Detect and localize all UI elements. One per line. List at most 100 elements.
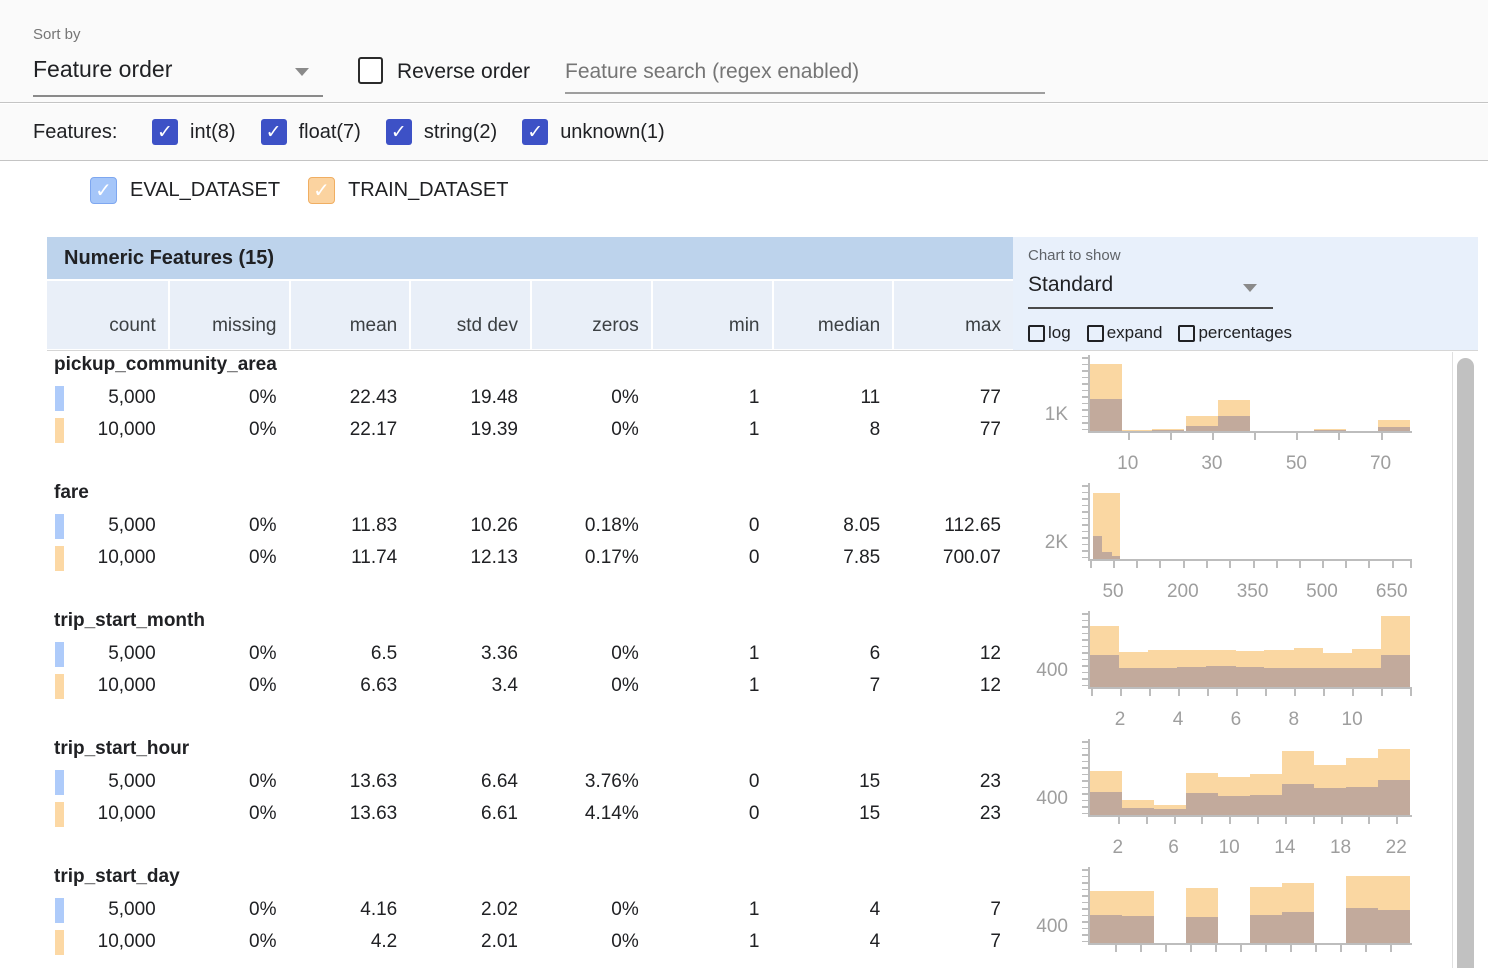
histogram-bar-overlap: [1282, 784, 1314, 815]
chart-option: log: [1028, 323, 1071, 343]
chart-option-checkbox-expand[interactable]: [1087, 325, 1104, 342]
stat-cell: 10,000: [47, 414, 156, 446]
stat-cell: 5,000: [47, 638, 156, 670]
vertical-scrollbar-track[interactable]: [1452, 352, 1478, 968]
histogram-x-tick: [1229, 817, 1231, 824]
histogram-bar-overlap: [1346, 908, 1378, 943]
stat-cell: 77: [892, 382, 1001, 414]
histogram-x-tick-label: 50: [1271, 453, 1321, 475]
stat-cell: 12: [892, 638, 1001, 670]
feature-stats-row: 5,0000%11.8310.260.18%08.05112.65: [47, 510, 1013, 542]
column-header-std-dev: std dev: [409, 281, 530, 349]
histogram-y-tick: [1082, 383, 1088, 385]
histogram-x-tick: [1159, 561, 1161, 568]
stat-cell: 15: [772, 798, 881, 830]
histogram-x-tick-label: 30: [1187, 453, 1237, 475]
feature-name: trip_start_day: [54, 866, 180, 888]
stats-column-headers: countmissingmeanstd devzerosminmedianmax: [47, 281, 1013, 349]
stat-cell: 1: [651, 670, 760, 702]
feature-name: trip_start_hour: [54, 738, 189, 760]
stat-cell: 4.2: [289, 926, 398, 958]
stat-cell: 0%: [530, 638, 639, 670]
stat-cell: 1: [651, 414, 760, 446]
histogram-bar-overlap: [1206, 666, 1235, 687]
histogram-y-tick: [1082, 613, 1088, 615]
histogram-y-tick: [1082, 685, 1088, 687]
stat-cell: 7: [892, 926, 1001, 958]
histogram-y-tick: [1082, 492, 1088, 494]
histogram-x-tick: [1285, 817, 1287, 824]
histogram-x-tick: [1313, 817, 1315, 824]
histogram-y-tick: [1082, 876, 1088, 878]
histogram-bar-overlap: [1186, 793, 1218, 815]
histogram-y-tick: [1082, 531, 1088, 533]
chart-option: percentages: [1178, 323, 1292, 343]
column-header-zeros: zeros: [530, 281, 651, 349]
histogram-y-tick: [1082, 550, 1088, 552]
stat-cell: 0: [651, 542, 760, 574]
histogram-x-tick: [1206, 561, 1208, 568]
histogram-bar-overlap: [1282, 912, 1314, 943]
histogram-y-tick: [1082, 934, 1088, 936]
histogram-x-tick: [1396, 817, 1398, 824]
chart-type-dropdown[interactable]: Standard: [1028, 273, 1273, 303]
histogram-y-tick: [1082, 889, 1088, 891]
histogram-y-label: 400: [1008, 660, 1068, 682]
histogram-y-tick: [1082, 882, 1088, 884]
stat-cell: 1: [651, 382, 760, 414]
chart-option: expand: [1087, 323, 1163, 343]
histogram-bar-overlap: [1090, 915, 1122, 943]
histogram-y-tick: [1082, 678, 1088, 680]
histogram-y-tick: [1082, 767, 1088, 769]
feature-stats-row: 5,0000%22.4319.480%11177: [47, 382, 1013, 414]
stat-cell: 10,000: [47, 798, 156, 830]
histogram-y-label: 1K: [1008, 404, 1068, 426]
stat-cell: 22.17: [289, 414, 398, 446]
histogram-bar-overlap: [1381, 655, 1410, 687]
stat-cell: 0%: [530, 414, 639, 446]
chart-option-checkbox-log[interactable]: [1028, 325, 1045, 342]
histogram-y-tick: [1082, 659, 1088, 661]
histogram-y-tick: [1082, 787, 1088, 789]
stat-cell: 0%: [168, 414, 277, 446]
feature-stats-row: 5,0000%6.53.360%1612: [47, 638, 1013, 670]
stat-cell: 12.13: [409, 542, 518, 574]
histogram-x-tick-label: 10: [1103, 453, 1153, 475]
stat-cell: 0%: [168, 670, 277, 702]
stat-cell: 0%: [530, 926, 639, 958]
histogram-x-tick: [1136, 561, 1138, 568]
stat-cell: 112.65: [892, 510, 1001, 542]
chart-option-label: expand: [1107, 323, 1163, 343]
chart-option-label: log: [1048, 323, 1071, 343]
stat-cell: 1: [651, 926, 760, 958]
histogram-x-tick-label: 6: [1211, 709, 1261, 731]
histogram-y-tick: [1082, 754, 1088, 756]
stat-cell: 8: [772, 414, 881, 446]
stat-cell: 11.83: [289, 510, 398, 542]
feature-stats-row: 5,0000%13.636.643.76%01523: [47, 766, 1013, 798]
dropdown-arrow-icon: [1243, 284, 1257, 292]
histogram-bar-overlap: [1352, 668, 1381, 688]
histogram-bar-overlap: [1314, 788, 1346, 815]
stat-cell: 0%: [168, 638, 277, 670]
histogram-bar-overlap: [1090, 655, 1119, 687]
histogram-y-tick: [1082, 511, 1088, 513]
histogram-x-tick-label: 2: [1095, 709, 1145, 731]
histogram-y-tick: [1082, 537, 1088, 539]
chart-panel: Chart to show Standard logexpandpercenta…: [1013, 237, 1478, 350]
histogram-x-tick: [1174, 817, 1176, 824]
histogram-x-tick: [1368, 817, 1370, 824]
histogram-x-tick: [1149, 689, 1151, 696]
histogram-y-tick: [1082, 357, 1088, 359]
histogram-x-tick: [1254, 433, 1256, 440]
column-header-min: min: [651, 281, 772, 349]
histogram-bar-overlap: [1323, 668, 1352, 688]
histogram-x-axis: [1088, 687, 1412, 689]
histogram-x-tick: [1381, 433, 1383, 440]
chart-option-checkbox-percentages[interactable]: [1178, 325, 1195, 342]
chart-type-value: Standard: [1028, 273, 1113, 296]
histogram-y-tick: [1082, 895, 1088, 897]
histogram-bar-overlap: [1218, 416, 1250, 431]
histogram-x-tick: [1299, 561, 1301, 568]
vertical-scrollbar-thumb[interactable]: [1457, 358, 1474, 968]
